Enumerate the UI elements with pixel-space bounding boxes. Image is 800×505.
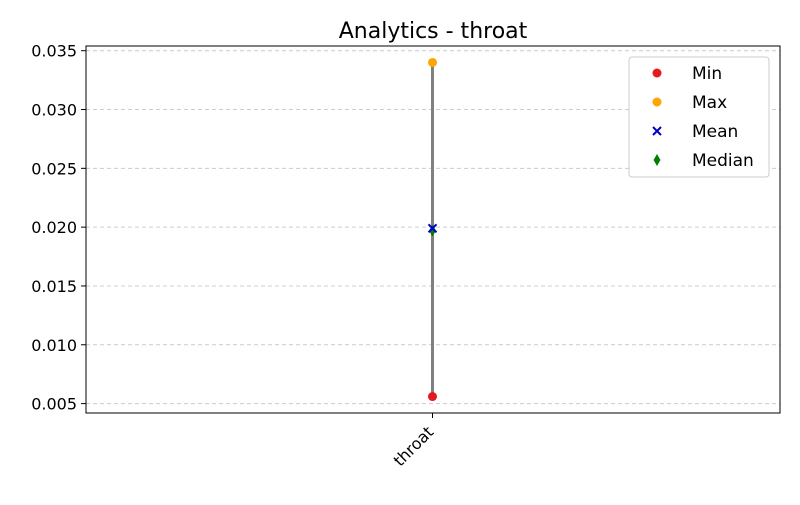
y-tick-label: 0.025 xyxy=(31,159,77,178)
point-max xyxy=(428,57,437,67)
y-tick-label: 0.020 xyxy=(31,218,77,237)
marks-layer xyxy=(427,57,438,402)
legend-label: Mean xyxy=(692,122,738,142)
point-min xyxy=(428,392,437,402)
legend-label: Median xyxy=(692,151,754,171)
marker-stroke xyxy=(427,223,438,234)
legend-marker xyxy=(652,126,662,136)
y-axis: 0.005 0.010 0.015 0.020 0.025 0.030 0.035 xyxy=(31,42,86,414)
legend: Min Max Mean Median xyxy=(628,56,770,178)
x-axis: throat xyxy=(390,413,438,470)
legend-marker xyxy=(652,68,662,78)
legend-label: Max xyxy=(692,93,727,113)
marker-stroke xyxy=(652,126,662,136)
legend-label: Min xyxy=(692,64,722,84)
chart-title: Analytics - throat xyxy=(339,19,528,44)
y-tick-label: 0.035 xyxy=(31,42,77,61)
legend-marker xyxy=(652,97,662,107)
y-tick-label: 0.015 xyxy=(31,277,77,296)
x-tick-label: throat xyxy=(390,422,438,470)
legend-box xyxy=(628,56,770,178)
y-tick-label: 0.005 xyxy=(31,395,77,414)
point-mean xyxy=(427,223,438,234)
y-tick-label: 0.010 xyxy=(31,336,77,355)
legend-marker xyxy=(653,154,661,166)
y-tick-label: 0.030 xyxy=(31,101,77,120)
